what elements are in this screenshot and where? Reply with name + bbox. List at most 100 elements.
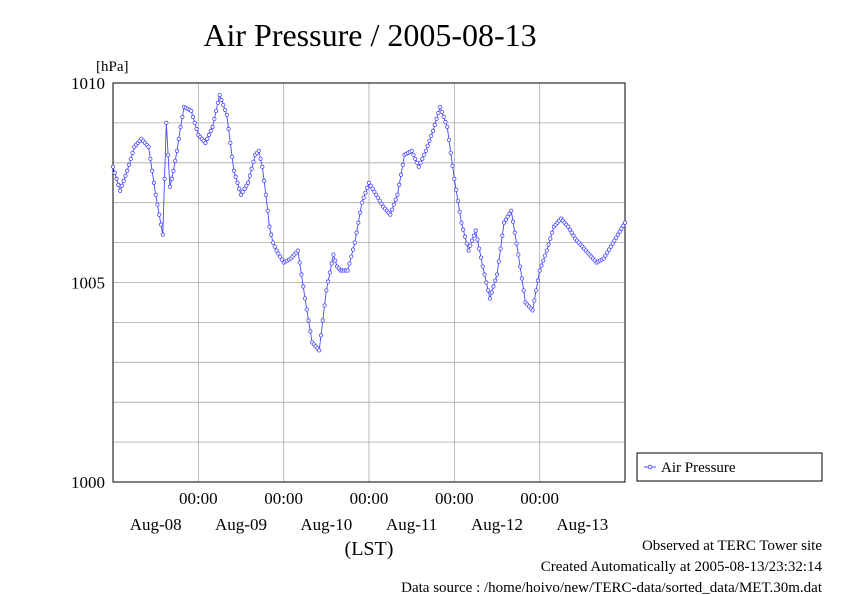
data-point [176,136,181,141]
data-point [128,156,133,161]
data-source-note: Data source : /home/hoivo/new/TERC-data/… [401,580,823,595]
grid-lines [113,83,625,482]
data-point [258,156,263,161]
data-point [121,178,126,183]
data-point [226,126,231,131]
x-tick-day-label: Aug-08 [130,515,182,534]
data-point [530,308,535,313]
data-point [238,192,244,197]
data-point [278,254,283,259]
data-point [167,184,172,189]
data-point [301,284,306,289]
y-axis-unit-label: [hPa] [96,59,129,75]
data-point [279,257,284,262]
data-point [400,162,405,167]
data-point [500,233,505,238]
data-point [612,238,617,243]
data-point [146,144,151,149]
x-tick-day-label: Aug-12 [471,515,523,534]
data-point [125,168,130,173]
data-point [423,148,428,153]
data-point [116,182,121,187]
data-point [247,173,252,178]
data-point [391,202,396,207]
y-tick-label: 1010 [71,74,105,93]
data-point [270,240,276,245]
data-point [190,114,196,120]
data-point [210,124,215,129]
data-point [413,156,418,161]
data-point [411,152,416,157]
data-point [272,244,277,249]
data-point [455,198,460,203]
data-point [466,248,471,253]
data-point [409,148,414,153]
data-point [443,119,448,125]
data-point [322,303,327,308]
data-point [379,201,384,206]
data-point [462,234,468,239]
data-point [246,180,251,185]
x-tick-time-label: 00:00 [350,489,389,508]
data-point [318,333,324,338]
data-point [430,128,436,133]
data-point [610,241,615,246]
data-point [445,124,450,129]
data-point [365,185,370,190]
data-point [534,288,539,293]
data-point [510,219,516,224]
data-point [621,223,626,228]
legend-box [636,452,823,482]
data-point [171,168,176,173]
data-point [265,208,270,213]
data-point [244,183,249,188]
created-note: Created Automatically at 2005-08-13/23:3… [541,559,823,575]
data-point [516,252,521,257]
data-point [235,180,240,185]
legend-entry-air-pressure: Air Pressure [661,460,736,476]
data-point [486,288,491,293]
data-point [194,126,199,131]
data-point [615,232,620,237]
data-point [219,97,224,103]
data-point [356,220,361,225]
data-point [388,212,393,217]
data-point [601,256,606,261]
data-point [130,150,135,155]
data-point [326,279,331,284]
data-point [414,160,420,165]
data-point [260,164,265,169]
data-point [251,159,256,164]
data-point [263,192,268,197]
data-point [477,246,482,251]
data-point [123,173,128,178]
data-point [434,116,439,122]
data-point [450,163,455,168]
data-point [329,261,334,266]
data-point [153,192,158,197]
data-point [503,217,508,222]
data-point [494,272,500,277]
plot-frame [112,82,626,483]
data-point [487,296,492,301]
series-air-pressure [110,92,628,353]
data-point [496,259,501,264]
data-point [418,160,423,165]
data-point [269,232,274,237]
data-point [119,183,124,188]
data-point [262,178,267,183]
data-point [256,148,261,153]
data-point [550,230,555,235]
x-tick-day-label: Aug-13 [556,515,608,534]
data-point [306,318,311,323]
data-point [427,138,432,143]
data-point [118,188,123,193]
data-point [347,261,352,266]
data-point [606,247,612,252]
data-point [480,264,485,269]
data-point [358,210,363,215]
data-point [217,92,222,98]
data-point [505,214,510,219]
data-point [468,243,473,248]
data-point [126,162,132,167]
